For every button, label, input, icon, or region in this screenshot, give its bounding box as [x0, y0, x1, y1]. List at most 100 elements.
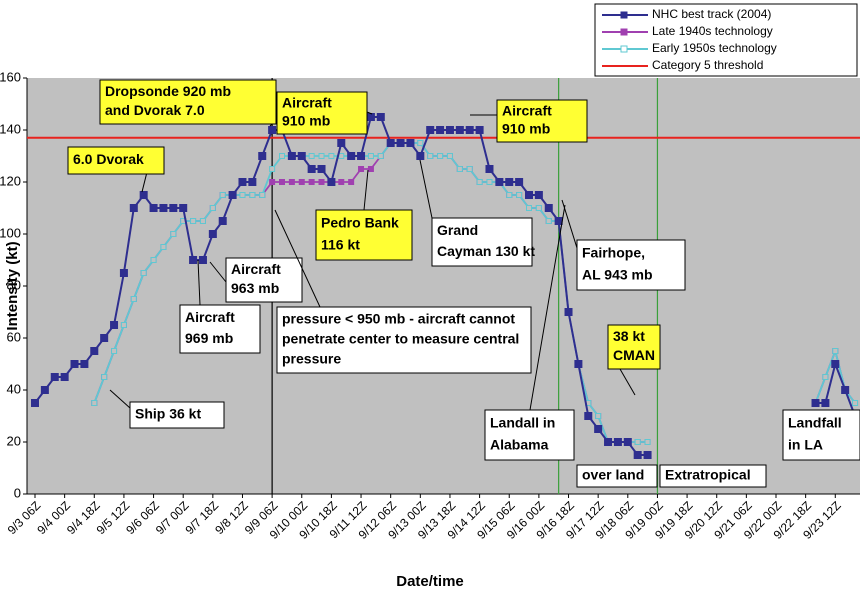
y-tick-label: 60 [7, 329, 21, 344]
annotation-box [67, 146, 165, 175]
legend-marker [620, 11, 628, 19]
data-point [50, 373, 59, 381]
annotation-text: Aircraft [231, 261, 281, 277]
annotation-box [99, 79, 277, 125]
annotation-text: pressure < 950 mb - aircraft cannot [282, 311, 515, 327]
annotation-box [607, 324, 661, 370]
annotation-text: over land [582, 467, 644, 483]
legend-marker [620, 28, 628, 36]
data-point [338, 153, 345, 159]
data-point [279, 179, 285, 185]
data-point [386, 139, 395, 147]
annotation-box [484, 409, 575, 461]
annotation-text: penetrate center to measure central [282, 331, 519, 347]
data-point [219, 192, 226, 198]
data-point [811, 399, 820, 407]
data-point [506, 192, 513, 198]
data-point [149, 204, 158, 212]
data-point [208, 230, 217, 238]
data-point [199, 218, 206, 224]
annotation-text: 969 mb [185, 330, 233, 346]
data-point [288, 179, 295, 185]
leader-line [363, 169, 369, 211]
annotation-text: Aircraft [185, 309, 235, 325]
data-point [317, 165, 326, 173]
annotation-text: Landall in [490, 415, 555, 431]
data-point [633, 451, 642, 459]
leader-line [109, 389, 131, 409]
data-point [445, 126, 454, 134]
annotation-box [659, 464, 767, 488]
data-point [623, 438, 632, 446]
data-point [465, 126, 474, 134]
data-point [328, 153, 335, 159]
data-point [100, 334, 109, 342]
data-point [643, 451, 652, 459]
data-point [120, 322, 127, 328]
data-point [40, 386, 49, 394]
data-point [347, 152, 356, 160]
data-point [139, 191, 148, 199]
data-point [90, 347, 99, 355]
data-point [287, 152, 296, 160]
data-point [80, 360, 89, 368]
data-point [515, 178, 524, 186]
data-point [852, 400, 859, 406]
data-point [516, 192, 523, 198]
data-point [308, 153, 315, 159]
data-point [238, 178, 247, 186]
data-point [318, 153, 325, 159]
legend-label: Late 1940s technology [652, 24, 773, 38]
data-point [279, 153, 285, 159]
annotation-text: Alabama [490, 437, 549, 453]
data-point [258, 152, 267, 160]
annotation-text: 963 mb [231, 280, 279, 296]
data-point [644, 439, 651, 445]
y-tick-label: 80 [7, 277, 21, 292]
data-point [841, 386, 850, 394]
data-point [437, 153, 444, 159]
data-point [426, 126, 435, 134]
annotation-text: 116 kt [321, 237, 360, 253]
data-point [239, 192, 246, 198]
data-point [60, 373, 69, 381]
annotation-text: 910 mb [282, 113, 330, 129]
data-point [831, 360, 840, 368]
data-point [101, 374, 108, 380]
leader-line [529, 204, 566, 411]
annotation-box [431, 217, 533, 267]
data-point [338, 179, 345, 185]
data-point [190, 218, 197, 224]
data-point [140, 270, 147, 276]
plot-area [27, 78, 860, 494]
annotation-text: Aircraft [282, 95, 332, 111]
annotation-box [576, 464, 658, 488]
data-point [406, 139, 415, 147]
annotation-text: pressure [282, 351, 341, 367]
data-point [308, 179, 315, 185]
annotation-box [782, 409, 860, 461]
data-point [446, 153, 453, 159]
y-tick-label: 0 [14, 485, 21, 500]
annotation-text: Grand [437, 222, 478, 238]
data-point [358, 166, 365, 172]
leader-line [274, 209, 321, 308]
data-point [822, 374, 829, 380]
data-point [476, 179, 483, 185]
legend-label: Early 1950s technology [652, 41, 777, 55]
data-point [427, 153, 434, 159]
data-point [129, 204, 138, 212]
data-point [367, 166, 374, 172]
annotation-text: Fairhope, [582, 245, 645, 261]
data-point [505, 178, 514, 186]
data-point [249, 192, 256, 198]
data-point [318, 179, 325, 185]
data-point [554, 217, 563, 225]
annotation-box [129, 401, 225, 429]
data-point [111, 348, 118, 354]
data-point [198, 256, 207, 264]
data-point [31, 399, 39, 407]
annotation-text: and Dvorak 7.0 [105, 102, 205, 118]
